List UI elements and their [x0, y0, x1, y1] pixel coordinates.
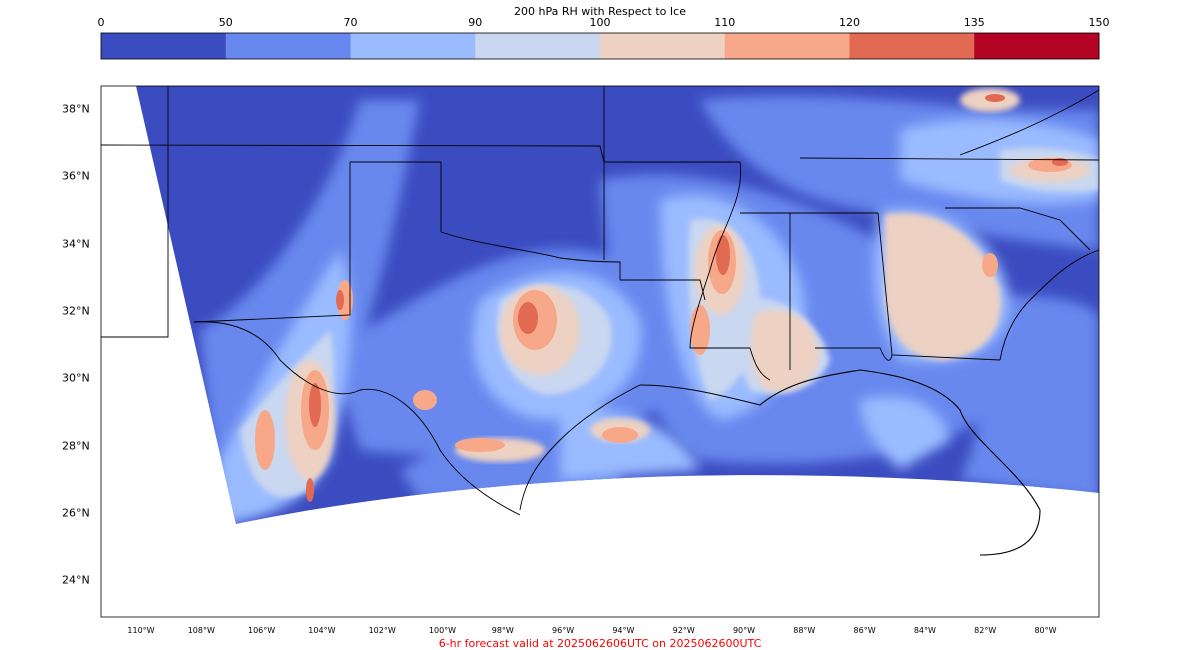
colorbar-tick-label: 120 [839, 16, 860, 29]
longitude-label: 104°W [308, 626, 336, 635]
colorbar-border [100, 32, 1100, 60]
latitude-label: 32°N [62, 304, 90, 318]
colorbar-segment [974, 33, 1100, 59]
latitude-label: 34°N [62, 237, 90, 251]
longitude-label: 110°W [127, 626, 155, 635]
longitude-label: 96°W [552, 626, 575, 635]
colorbar-segment [475, 33, 601, 59]
latitude-label: 36°N [62, 169, 90, 183]
political-boundaries [101, 86, 1099, 556]
latitude-label: 28°N [62, 439, 90, 452]
colorbar-tick-label: 100 [589, 16, 611, 29]
longitude-label: 92°W [672, 626, 695, 635]
colorbar-tick-label: 90 [468, 16, 483, 29]
colorbar-tick-label: 50 [218, 16, 233, 29]
colorbar-tick-label: 110 [714, 16, 736, 29]
latitude-label: 26°N [62, 506, 90, 520]
colorbar-segment [724, 33, 850, 59]
longitude-label: 100°W [428, 626, 457, 635]
longitude-label: 82°W [974, 626, 997, 635]
longitude-label: 88°W [793, 626, 816, 635]
longitude-label: 108°W [187, 626, 215, 635]
colorbar-segment [225, 33, 351, 59]
longitude-label: 86°W [853, 626, 876, 635]
colorbar-tick-label: 135 [963, 16, 985, 29]
longitude-label: 94°W [612, 626, 635, 635]
longitude-label: 90°W [732, 626, 756, 635]
colorbar-segment [350, 33, 476, 59]
longitude-label: 98°W [491, 626, 514, 635]
longitude-label: 80°W [1034, 626, 1057, 635]
rh-field [200, 88, 1099, 524]
longitude-label: 102°W [368, 626, 396, 635]
colorbar-tick-label: 0 [97, 16, 105, 29]
map-area [101, 86, 1099, 556]
longitude-label: 84°W [913, 626, 936, 635]
forecast-footer: 6-hr forecast valid at 2025062606UTC on … [438, 637, 762, 650]
longitude-label: 106°W [248, 626, 276, 635]
colorbar-tick-label: 70 [343, 16, 358, 29]
latitude-label: 30°N [62, 371, 90, 385]
colorbar-tick-label: 150 [1088, 16, 1110, 29]
colorbar-title: 200 hPa RH with Respect to Ice [514, 5, 686, 18]
latitude-label: 38°N [62, 102, 90, 116]
latitude-label: 24°N [62, 573, 90, 587]
colorbar-segment [101, 33, 227, 59]
colorbar-segment [849, 33, 975, 59]
colorbar-segment [600, 33, 726, 59]
map-frame [100, 85, 1100, 618]
colorbar [100, 32, 1100, 60]
